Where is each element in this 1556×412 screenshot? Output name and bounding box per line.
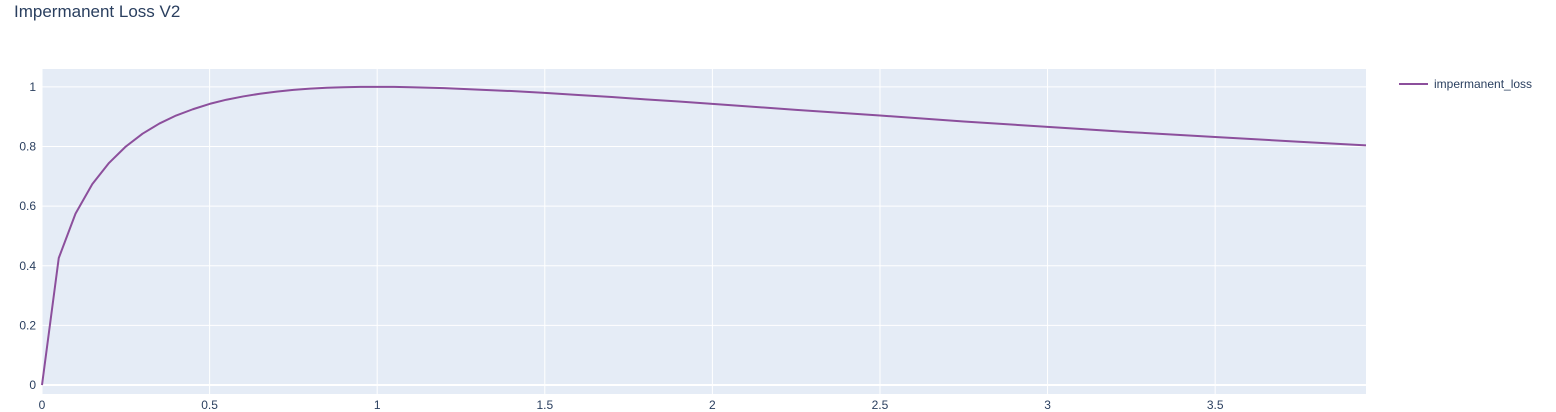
series-layer bbox=[41, 85, 1367, 386]
plot-area bbox=[42, 69, 1366, 394]
x-tick-label: 3.5 bbox=[1207, 398, 1224, 412]
x-tick-label: 1 bbox=[374, 398, 381, 412]
y-gridlines bbox=[42, 86, 1366, 387]
y-tick-label: 0 bbox=[29, 378, 36, 392]
legend-item-label: impermanent_loss bbox=[1434, 77, 1532, 91]
x-tick-label: 2.5 bbox=[872, 398, 889, 412]
x-tick-label: 0.5 bbox=[201, 398, 218, 412]
x-tick-label: 0 bbox=[39, 398, 46, 412]
x-tick-label: 2 bbox=[709, 398, 716, 412]
series-line-impermanent_loss bbox=[41, 85, 1367, 386]
y-tick-label: 0.2 bbox=[19, 318, 36, 332]
x-gridlines bbox=[41, 69, 1216, 394]
y-tick-label: 0.8 bbox=[19, 140, 36, 154]
x-tick-label: 1.5 bbox=[536, 398, 553, 412]
y-tick-label: 0.6 bbox=[19, 199, 36, 213]
chart-title: Impermanent Loss V2 bbox=[14, 2, 181, 21]
x-axis: 0 0.5 1 1.5 2 2.5 3 3.5 bbox=[39, 398, 1224, 412]
x-tick-label: 3 bbox=[1044, 398, 1051, 412]
y-axis: 0 0.2 0.4 0.6 0.8 1 bbox=[19, 80, 36, 392]
y-tick-label: 0.4 bbox=[19, 259, 36, 273]
legend[interactable]: impermanent_loss bbox=[1399, 77, 1532, 91]
y-tick-label: 1 bbox=[29, 80, 36, 94]
